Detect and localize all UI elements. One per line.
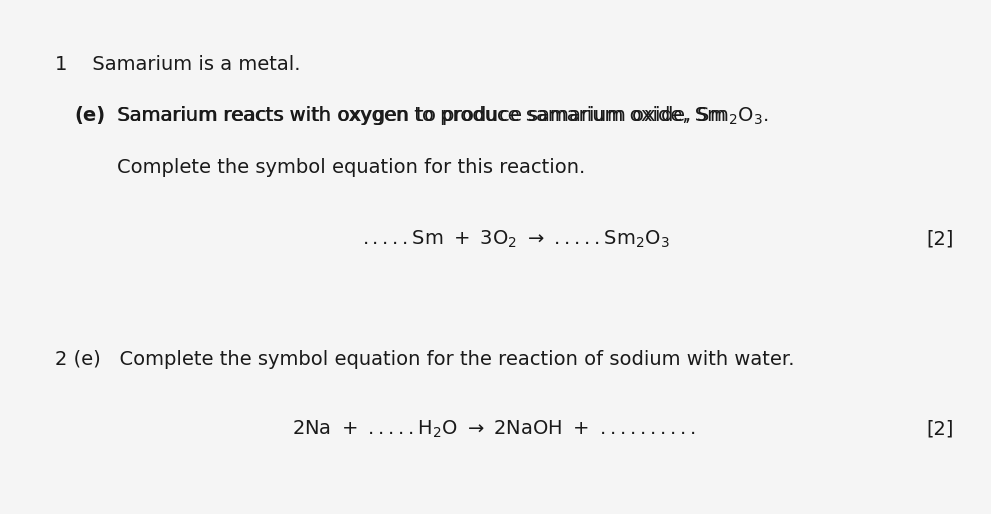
Text: Samarium reacts with oxygen to produce samarium oxide, $\mathregular{Sm_2O_3}$.: Samarium reacts with oxygen to produce s… (117, 104, 769, 127)
Text: [2]: [2] (927, 230, 954, 248)
Text: $\mathregular{2Na\ +\ .....H_2O\ \rightarrow\ 2NaOH\ +\ ..........}$: $\mathregular{2Na\ +\ .....H_2O\ \righta… (292, 418, 696, 440)
Text: Samarium reacts with oxygen to produce samarium oxide, Sm: Samarium reacts with oxygen to produce s… (117, 106, 726, 125)
Text: (e): (e) (74, 106, 105, 125)
Text: [2]: [2] (927, 420, 954, 438)
Text: $\mathregular{.....Sm\ +\ 3O_2\ \rightarrow\ .....Sm_2O_3}$: $\mathregular{.....Sm\ +\ 3O_2\ \rightar… (362, 228, 669, 250)
Text: 2 (e)   Complete the symbol equation for the reaction of sodium with water.: 2 (e) Complete the symbol equation for t… (55, 351, 794, 369)
Text: Complete the symbol equation for this reaction.: Complete the symbol equation for this re… (117, 158, 586, 176)
Text: 1    Samarium is a metal.: 1 Samarium is a metal. (55, 55, 300, 74)
